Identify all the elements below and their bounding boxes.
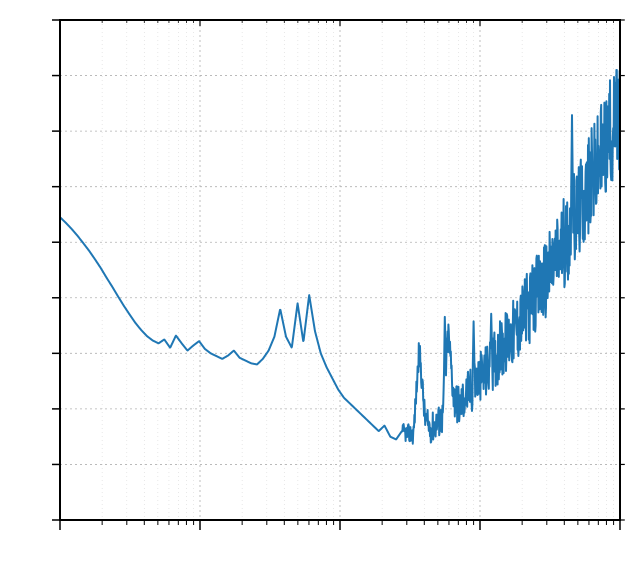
chart-svg [0,0,632,584]
line-chart [0,0,632,584]
